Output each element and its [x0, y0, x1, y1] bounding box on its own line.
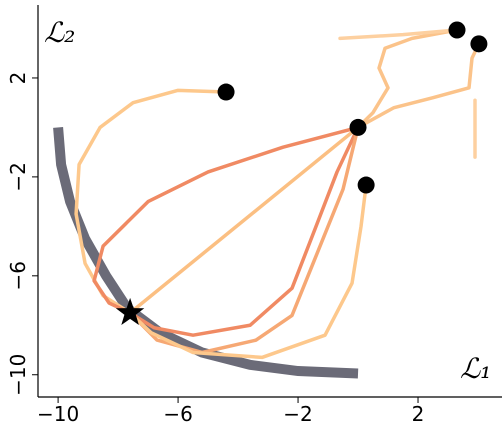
start-point — [448, 21, 466, 39]
trajectory — [356, 42, 481, 130]
start-point — [349, 118, 367, 136]
y-tick-label: −10 — [6, 354, 30, 396]
y-tick-label: −2 — [6, 162, 30, 191]
trajectory — [356, 28, 459, 130]
x-tick-label: −10 — [37, 402, 79, 426]
trajectory — [128, 125, 360, 355]
start-point — [217, 83, 235, 101]
trajectory — [128, 125, 360, 337]
start-point — [357, 176, 375, 194]
start-point — [470, 35, 488, 53]
y-tick-label: −6 — [6, 261, 30, 290]
trajectory — [128, 183, 368, 360]
trajectory — [338, 28, 459, 41]
y-tick-label: 2 — [6, 72, 30, 85]
y-axis-label: ℒ₂ — [44, 16, 75, 49]
trajectory — [128, 125, 360, 315]
x-tick-label: 2 — [412, 402, 425, 426]
trajectory — [92, 125, 360, 315]
x-tick-label: −2 — [283, 402, 312, 426]
x-axis-label: ℒ₁ — [460, 352, 491, 385]
optimum-star — [115, 297, 145, 325]
x-tick-label: −6 — [163, 402, 192, 426]
